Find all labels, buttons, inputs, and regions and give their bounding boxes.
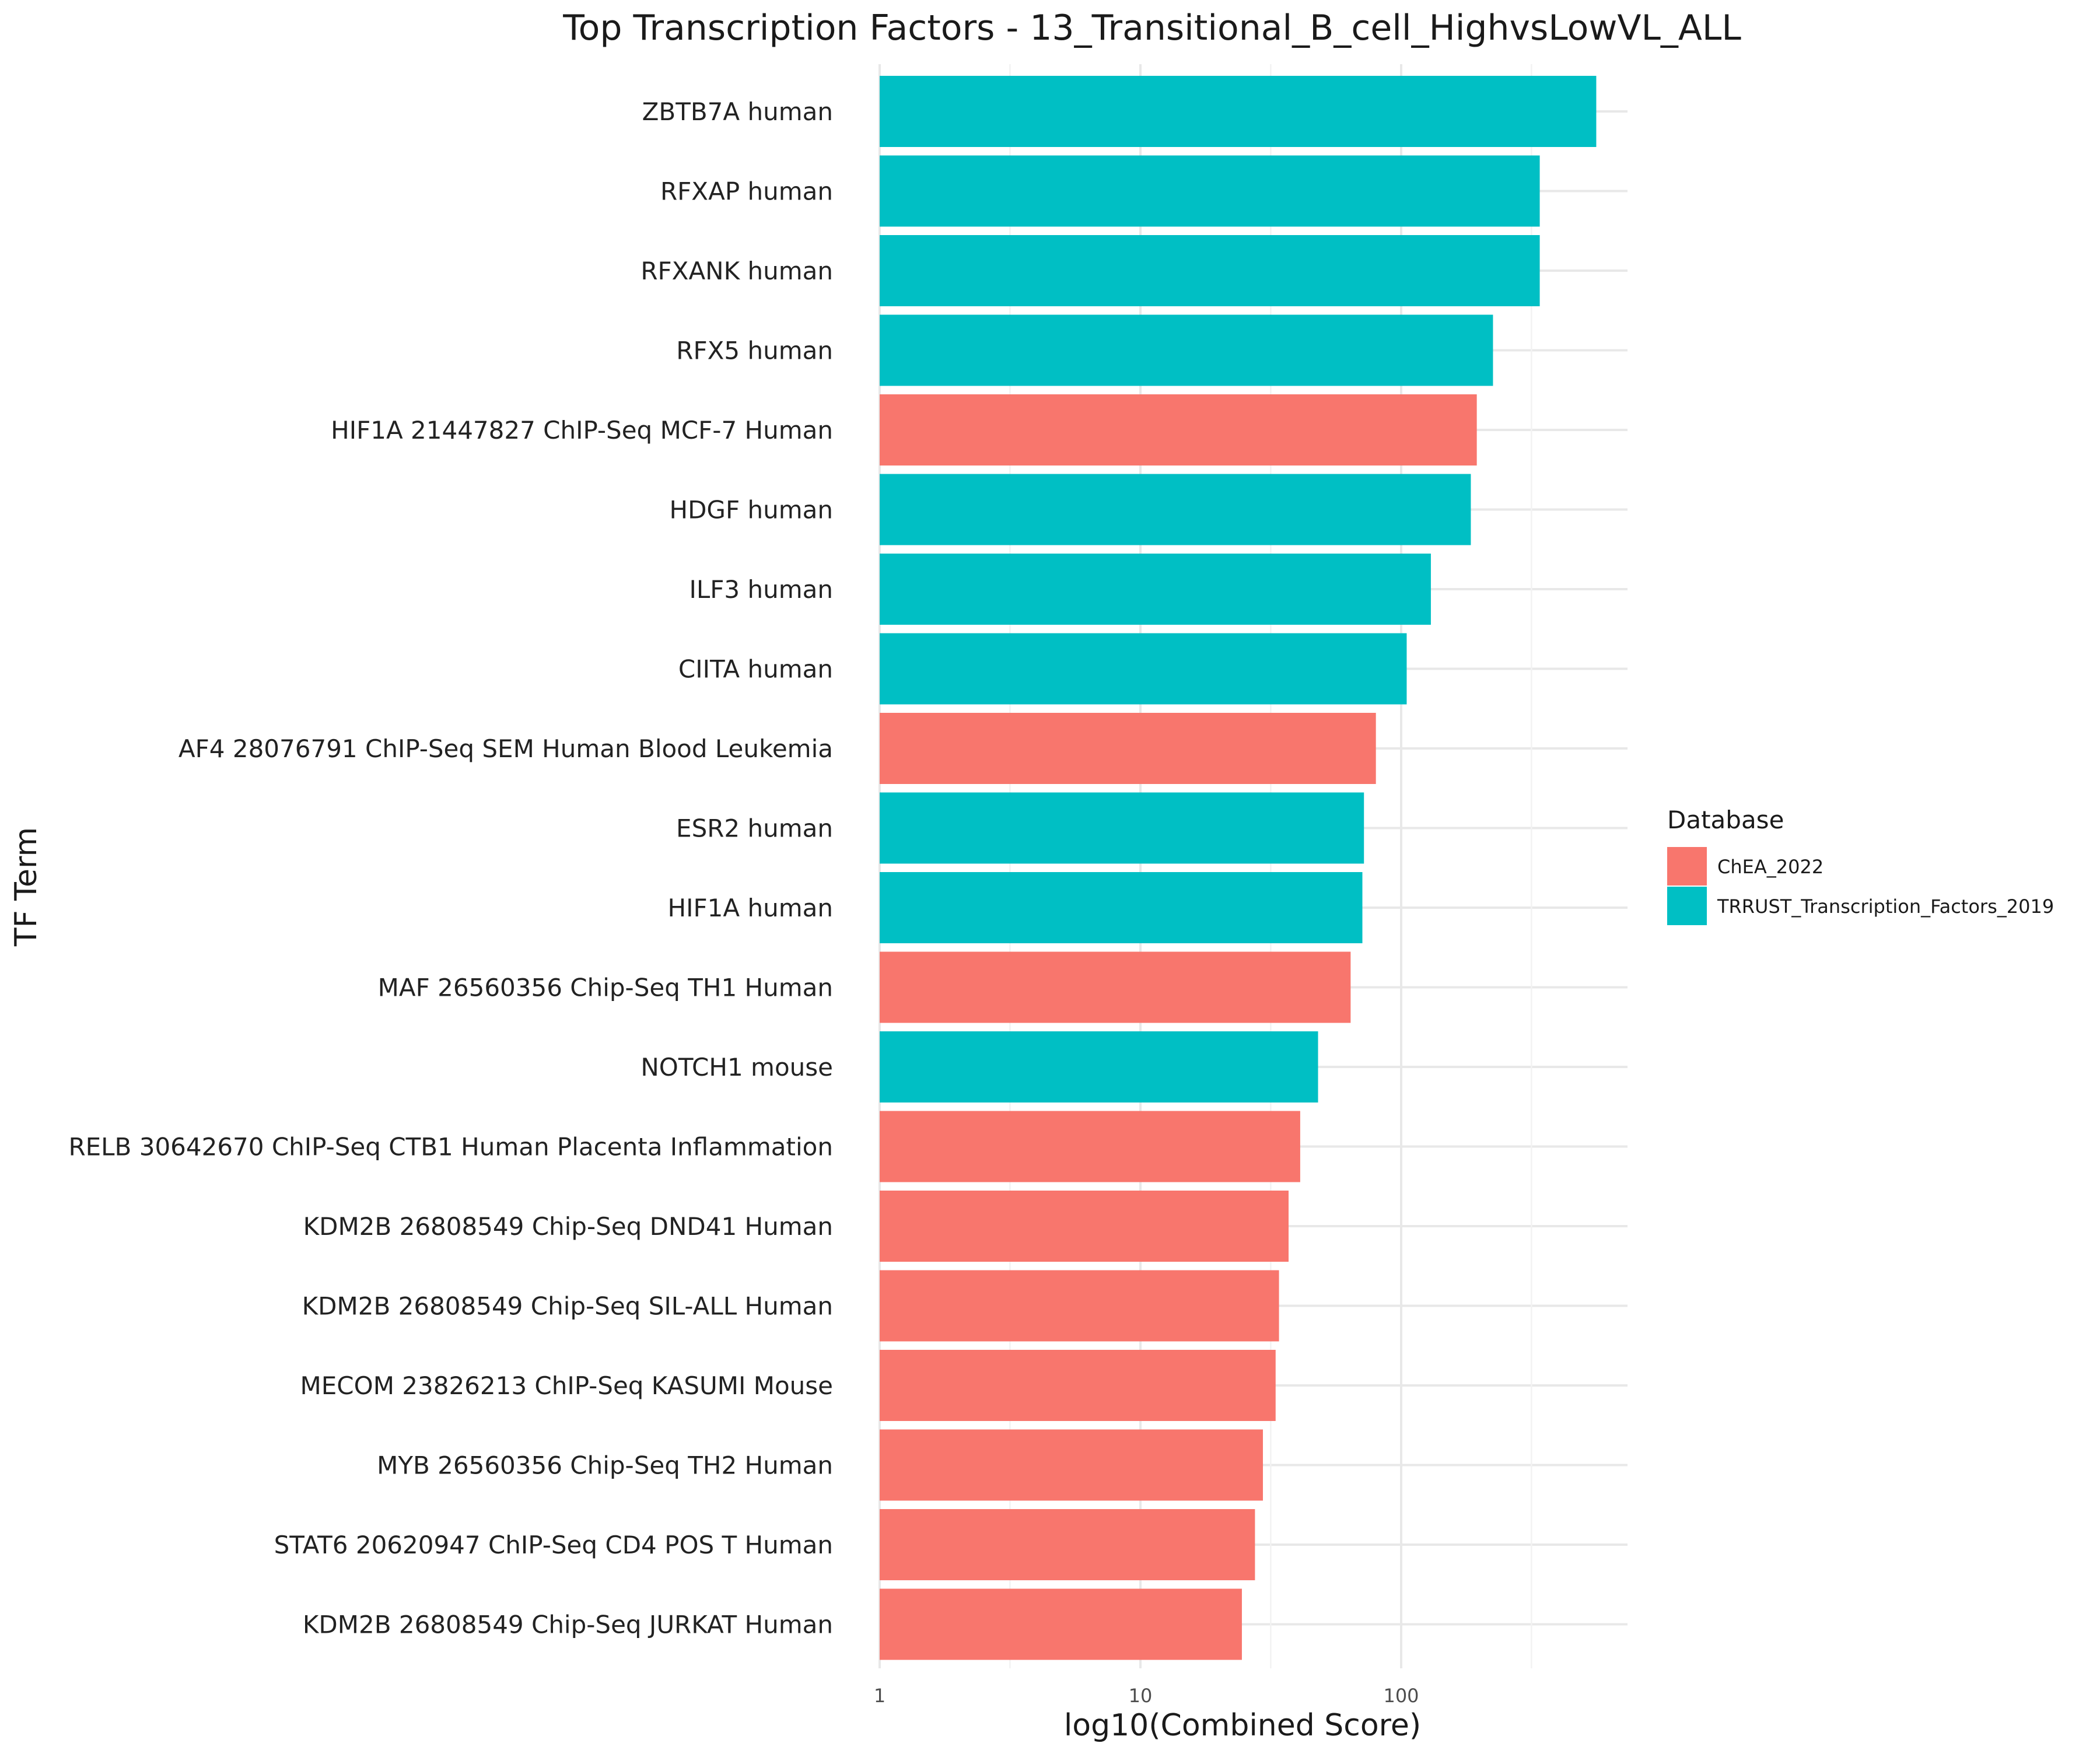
y-tick-label: ESR2 human [676, 814, 833, 843]
y-tick-label: STAT6 20620947 ChIP-Seq CD4 POS T Human [274, 1531, 833, 1559]
y-tick-label: CIITA human [678, 655, 833, 684]
legend-label: ChEA_2022 [1717, 856, 1824, 878]
legend: Database ChEA_2022 TRRUST_Transcription_F… [1667, 806, 2054, 925]
bar [880, 155, 1540, 227]
y-tick-label: HDGF human [670, 496, 834, 524]
legend-title: Database [1667, 806, 1784, 834]
bar [880, 1429, 1264, 1501]
legend-label: TRRUST_Transcription_Factors_2019 [1717, 895, 2054, 918]
y-tick-label: RFXAP human [660, 177, 833, 206]
bar [880, 951, 1351, 1023]
y-axis-title: TF Term [9, 827, 44, 947]
bar [880, 792, 1364, 864]
bar [880, 1270, 1279, 1342]
x-tick-label: 100 [1383, 1685, 1419, 1707]
bar [880, 1588, 1242, 1660]
y-tick-labels: ZBTB7A human RFXAP human RFXANK human RFX5 … [68, 97, 833, 1639]
y-tick-label: MYB 26560356 Chip-Seq TH2 Human [377, 1451, 833, 1480]
bar [880, 474, 1471, 545]
bar [880, 235, 1540, 306]
bar [880, 394, 1477, 466]
bar [880, 76, 1597, 147]
y-tick-label: ZBTB7A human [642, 97, 833, 126]
legend-key [1667, 887, 1707, 925]
bar [880, 554, 1431, 625]
bar [880, 633, 1407, 705]
x-tick-labels: 1 10 100 [874, 1685, 1419, 1707]
legend-key [1667, 847, 1707, 886]
bar [880, 1350, 1276, 1421]
x-tick-label: 1 [874, 1685, 886, 1707]
bar [880, 1031, 1318, 1102]
bar [880, 1191, 1289, 1262]
y-tick-label: AF4 28076791 ChIP-Seq SEM Human Blood Le… [178, 734, 833, 763]
y-tick-label: HIF1A 21447827 ChIP-Seq MCF-7 Human [331, 416, 833, 444]
y-tick-label: KDM2B 26808549 Chip-Seq SIL-ALL Human [302, 1292, 833, 1321]
y-tick-label: NOTCH1 mouse [640, 1053, 833, 1082]
chart-title: Top Transcription Factors - 13_Transitio… [562, 8, 1741, 48]
y-tick-label: KDM2B 26808549 Chip-Seq JURKAT Human [303, 1611, 833, 1639]
y-tick-label: RFX5 human [676, 337, 833, 365]
bar [880, 872, 1363, 943]
y-tick-label: MECOM 23826213 ChIP-Seq KASUMI Mouse [300, 1371, 833, 1400]
bar [880, 1111, 1300, 1182]
bar [880, 1509, 1255, 1580]
x-tick-label: 10 [1129, 1685, 1153, 1707]
x-axis-title: log10(Combined Score) [1064, 1708, 1421, 1743]
y-tick-label: KDM2B 26808549 Chip-Seq DND41 Human [303, 1212, 833, 1241]
bar [880, 314, 1493, 386]
y-tick-label: RFXANK human [640, 257, 833, 285]
y-tick-label: HIF1A human [668, 894, 833, 922]
bars [880, 76, 1597, 1660]
y-tick-label: MAF 26560356 Chip-Seq TH1 Human [378, 974, 833, 1002]
y-tick-label: RELB 30642670 ChIP-Seq CTB1 Human Placen… [68, 1133, 833, 1161]
bar [880, 713, 1376, 784]
y-tick-label: ILF3 human [689, 575, 833, 604]
